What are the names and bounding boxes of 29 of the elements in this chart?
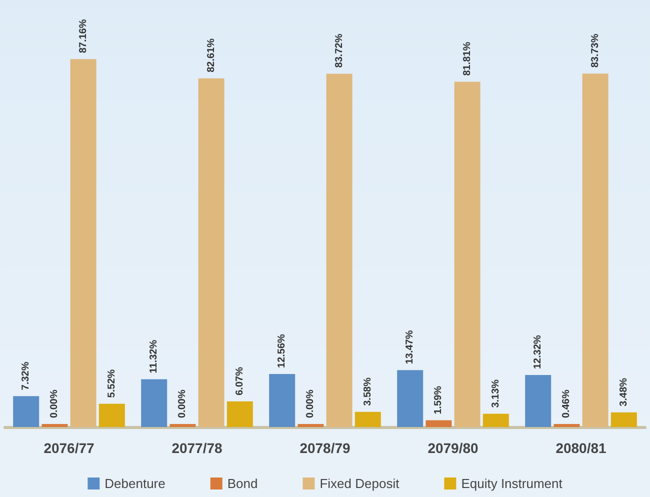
- data-label: 0.46%: [561, 390, 572, 418]
- data-label: 5.52%: [106, 369, 118, 398]
- data-label: 0.00%: [49, 390, 60, 418]
- data-label: 83.72%: [334, 34, 345, 68]
- data-label: 3.13%: [490, 379, 502, 408]
- data-label: 12.56%: [276, 334, 288, 368]
- x-tick-label: 2078/79: [300, 440, 351, 456]
- data-label: 81.81%: [462, 42, 473, 76]
- data-label: 82.61%: [206, 38, 217, 72]
- data-label: 12.32%: [532, 334, 544, 370]
- data-label: 0.00%: [305, 390, 316, 418]
- legend-label: Equity Instrument: [461, 476, 563, 491]
- data-label: 6.07%: [234, 366, 246, 396]
- legend-label: Bond: [227, 476, 258, 491]
- data-label: 87.16%: [78, 19, 89, 54]
- data-label: 1.59%: [433, 386, 444, 414]
- data-label: 13.47%: [404, 330, 416, 364]
- x-tick-label: 2080/81: [556, 440, 607, 456]
- data-label: 83.73%: [590, 34, 601, 68]
- x-tick-label: 2079/80: [428, 440, 479, 456]
- data-label: 0.00%: [177, 390, 188, 418]
- data-label: 7.32%: [20, 362, 32, 390]
- data-label: 11.32%: [148, 340, 160, 374]
- x-tick-label: 2077/78: [172, 440, 223, 456]
- data-label: 3.58%: [362, 377, 374, 406]
- x-tick-label: 2076/77: [44, 440, 95, 456]
- legend-label: Fixed Deposit: [320, 476, 400, 491]
- data-label: 3.48%: [618, 378, 630, 406]
- legend-label: Debenture: [104, 476, 166, 491]
